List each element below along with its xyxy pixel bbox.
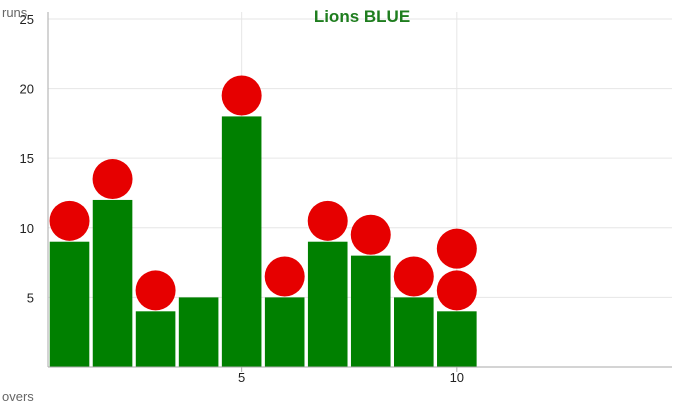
bar bbox=[221, 116, 262, 367]
x-axis-label: overs bbox=[2, 389, 34, 404]
bar bbox=[393, 297, 434, 367]
wicket-marker bbox=[436, 270, 477, 311]
bar bbox=[49, 241, 90, 367]
y-tick-label: 20 bbox=[20, 82, 34, 97]
bar bbox=[264, 297, 305, 367]
y-axis-label: runs bbox=[2, 5, 28, 20]
y-tick-label: 15 bbox=[20, 151, 34, 166]
y-tick-label: 10 bbox=[20, 221, 34, 236]
wicket-marker bbox=[350, 214, 391, 255]
bar-series bbox=[49, 116, 477, 367]
x-tick-label: 5 bbox=[238, 370, 245, 385]
y-tick-label: 25 bbox=[20, 12, 34, 27]
axes bbox=[47, 12, 672, 368]
bar bbox=[307, 241, 348, 367]
wicket-markers bbox=[49, 75, 477, 311]
bar bbox=[92, 199, 133, 367]
wicket-marker bbox=[221, 75, 262, 116]
bar bbox=[437, 311, 477, 367]
wicket-marker bbox=[436, 228, 477, 269]
bar bbox=[350, 255, 391, 367]
y-tick-labels: 5 10 15 20 25 bbox=[20, 12, 34, 305]
y-tick-label: 5 bbox=[27, 290, 34, 305]
wicket-marker bbox=[264, 256, 305, 297]
x-tick-labels: 5 10 bbox=[238, 367, 464, 385]
wicket-marker bbox=[135, 270, 176, 311]
chart-title: Lions BLUE bbox=[314, 7, 410, 26]
wicket-marker bbox=[307, 200, 348, 241]
wicket-marker bbox=[393, 256, 434, 297]
x-tick-label: 10 bbox=[450, 370, 464, 385]
bar bbox=[135, 311, 176, 367]
wicket-marker bbox=[49, 200, 90, 241]
bar bbox=[178, 297, 219, 367]
wicket-marker bbox=[92, 159, 133, 200]
